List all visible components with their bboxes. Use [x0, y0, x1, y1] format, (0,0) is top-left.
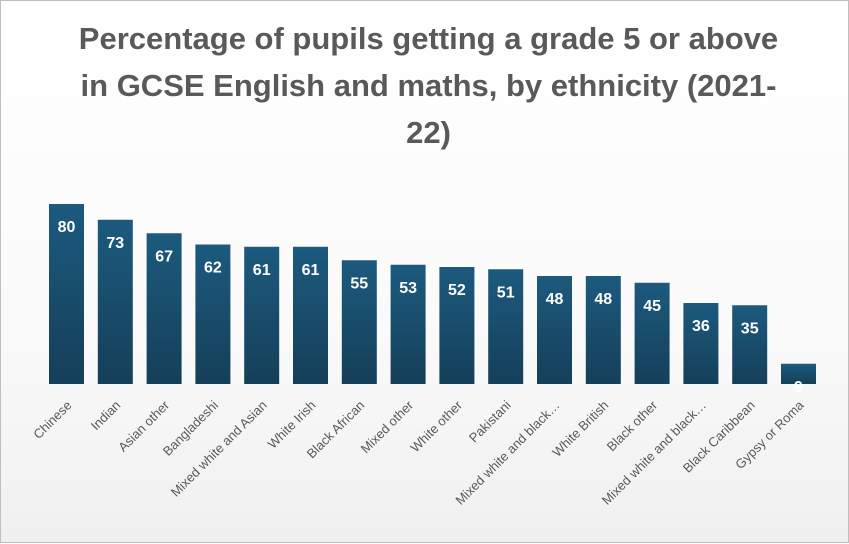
bar [49, 204, 84, 384]
bar-value-label: 80 [58, 219, 76, 236]
bars-group [49, 204, 816, 384]
bar-value-label: 48 [594, 291, 612, 308]
bar-value-label: 9 [794, 379, 803, 396]
bar [585, 276, 621, 384]
bar-value-label: 67 [155, 248, 173, 265]
category-label: White other [407, 397, 465, 455]
category-label: Pakistani [466, 397, 514, 445]
category-label: Mixed white and Asian [168, 398, 270, 500]
bar [293, 246, 328, 384]
bar [537, 276, 572, 384]
bar-value-label: 52 [448, 282, 466, 299]
bar [390, 264, 426, 384]
bar-value-label: 48 [546, 291, 564, 308]
bar [244, 246, 280, 384]
bar-value-label: 35 [741, 320, 759, 337]
bar-value-label: 55 [350, 275, 368, 292]
bar [488, 269, 524, 384]
bar [146, 233, 182, 384]
bar-value-label: 61 [253, 262, 271, 279]
category-label: Chinese [30, 398, 74, 442]
bar [634, 282, 670, 384]
category-label: Mixed other [358, 397, 417, 456]
bar [683, 303, 719, 384]
bar-value-label: 61 [302, 262, 320, 279]
bar [781, 363, 816, 384]
bar-value-label: 62 [204, 260, 222, 277]
bar-value-label: 45 [643, 298, 661, 315]
bar [195, 244, 231, 384]
bar [732, 305, 768, 384]
value-labels-group: 80 73 67 62 61 61 55 53 52 51 48 48 45 36 35 9 [58, 219, 803, 396]
bar-value-label: 51 [497, 284, 515, 301]
category-label: Indian [88, 398, 124, 434]
bar [341, 260, 377, 384]
bar-value-label: 73 [106, 235, 124, 252]
bar [439, 267, 475, 384]
bar-value-label: 53 [399, 280, 417, 297]
bar-value-label: 36 [692, 318, 710, 335]
bar [97, 219, 133, 384]
chart-title: Percentage of pupils getting a grade 5 o… [78, 21, 779, 150]
